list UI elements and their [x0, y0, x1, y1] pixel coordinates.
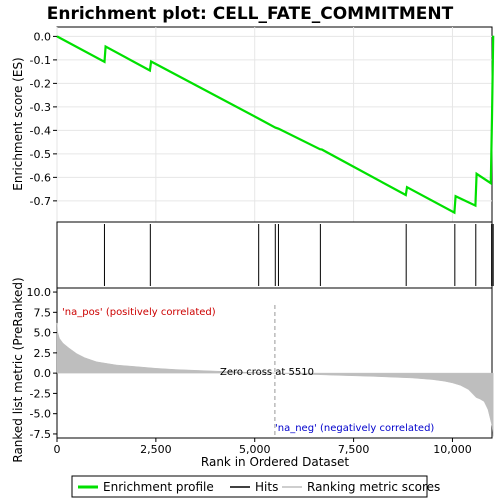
metric-x-axis: 0 2,500 5,000 7,500 10,000: [54, 438, 472, 456]
es-y-tick-label: -0.2: [30, 77, 51, 90]
es-y-axis: 0.0 -0.1 -0.2 -0.3 -0.4 -0.5 -0.6 -0.7: [30, 30, 57, 208]
es-y-tick-label: -0.6: [30, 171, 51, 184]
legend-label-hits: Hits: [255, 480, 278, 494]
metric-area-fill: [56, 322, 494, 437]
x-tick-label: 5,000: [239, 443, 271, 456]
metric-y-axis-label: Ranked list metric (PreRanked): [11, 277, 25, 462]
legend-label-ranking: Ranking metric scores: [307, 480, 440, 494]
metric-area-layer: [56, 322, 494, 437]
es-profile-layer: [56, 35, 495, 215]
es-y-tick-label: -0.3: [30, 101, 51, 114]
chart-title: Enrichment plot: CELL_FATE_COMMITMENT: [47, 4, 454, 24]
metric-y-tick-label: -5.0: [30, 408, 51, 421]
es-y-tick-label: -0.1: [30, 54, 51, 67]
metric-y-tick-label: 2.5: [34, 347, 52, 360]
legend-item-hits: Hits: [230, 480, 278, 494]
x-tick-label: 10,000: [433, 443, 472, 456]
metric-y-tick-label: 5.0: [34, 327, 52, 340]
legend-item-ranking-metric: Ranking metric scores: [282, 480, 440, 494]
metric-y-tick-label: -7.5: [30, 428, 51, 441]
x-tick-label: 2,500: [140, 443, 172, 456]
metric-y-tick-label: -2.5: [30, 387, 51, 400]
es-y-tick-label: -0.7: [30, 195, 51, 208]
es-y-tick-label: -0.5: [30, 148, 51, 161]
negative-correlation-label: 'na_neg' (negatively correlated): [275, 423, 434, 434]
x-axis-label: Rank in Ordered Dataset: [201, 455, 349, 469]
x-tick-label: 0: [54, 443, 61, 456]
es-profile-line: [56, 35, 495, 215]
metric-y-tick-label: 7.5: [34, 306, 52, 319]
es-y-tick-label: -0.4: [30, 124, 51, 137]
es-y-tick-label: 0.0: [34, 30, 52, 43]
metric-y-tick-label: 10.0: [27, 286, 52, 299]
metric-y-tick-label: 0.0: [34, 367, 52, 380]
metric-y-axis: 10.0 7.5 5.0 2.5 0.0 -2.5 -5.0 -7.5: [27, 286, 57, 441]
x-tick-label: 7,500: [338, 443, 370, 456]
legend-item-enrichment-profile: Enrichment profile: [78, 480, 214, 494]
legend-label-enrichment: Enrichment profile: [103, 480, 214, 494]
hits-panel-frame: [56, 221, 493, 289]
zero-cross-label: Zero cross at 5510: [220, 367, 314, 378]
hits-layer: [103, 224, 494, 286]
es-y-axis-label: Enrichment score (ES): [11, 57, 25, 190]
positive-correlation-label: 'na_pos' (positively correlated): [62, 307, 216, 318]
